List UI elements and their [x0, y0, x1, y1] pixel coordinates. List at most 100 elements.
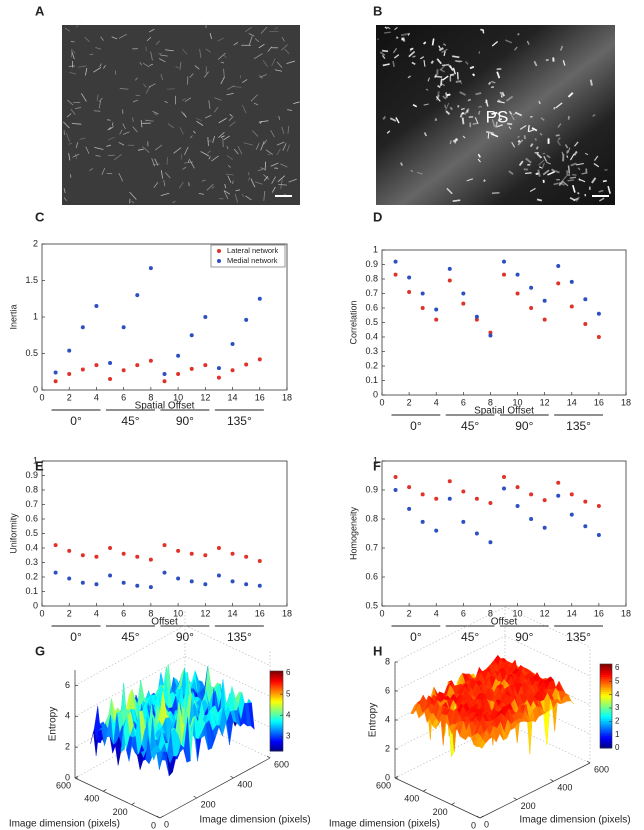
fiber	[263, 139, 268, 145]
fiber	[573, 197, 579, 202]
fiber	[204, 114, 212, 119]
fiber	[95, 47, 102, 50]
fiber	[223, 68, 225, 78]
y-tick-label: 0.6	[25, 513, 38, 523]
group-label: 90°	[515, 630, 533, 644]
fiber	[538, 100, 541, 105]
y-tick-label: 0.8	[365, 513, 378, 523]
fiber	[255, 143, 260, 150]
point	[474, 531, 479, 536]
colorbar-cell	[270, 693, 283, 696]
point	[420, 519, 425, 524]
colorbar-cell	[270, 739, 283, 742]
point	[474, 314, 479, 319]
fiber	[381, 49, 389, 53]
fiber	[160, 170, 163, 179]
colorbar-cell	[270, 715, 283, 718]
fiber	[562, 60, 566, 66]
z-tick-label: 2	[385, 743, 390, 753]
fiber	[464, 61, 469, 65]
fiber	[442, 75, 449, 81]
point	[434, 317, 439, 322]
fiber	[245, 195, 252, 201]
fiber	[143, 83, 147, 88]
fiber	[248, 36, 253, 46]
fiber	[447, 63, 452, 69]
colorbar-cell	[600, 680, 612, 684]
x-tick-label: 4	[94, 608, 99, 618]
point	[515, 503, 520, 508]
point	[393, 259, 398, 264]
fiber	[485, 130, 494, 135]
fiber	[410, 169, 414, 173]
point	[53, 570, 58, 575]
fiber	[505, 95, 514, 102]
fiber	[235, 189, 241, 192]
fiber	[99, 63, 102, 68]
fiber	[248, 176, 251, 181]
colorbar-cell	[600, 689, 612, 692]
colorbar-cell	[270, 727, 283, 730]
point	[420, 492, 425, 497]
point	[542, 498, 547, 503]
fiber	[567, 92, 574, 98]
fiber	[179, 127, 184, 135]
legend-label: Medial network	[227, 256, 278, 265]
x-axis-label: Offset	[151, 617, 178, 628]
y-tick-label: 200	[113, 807, 128, 817]
colorbar-cell	[270, 719, 283, 722]
fiber	[189, 135, 193, 139]
fiber	[145, 119, 154, 122]
fiber	[184, 146, 189, 156]
fiber	[68, 153, 71, 161]
z-axis-label: Entropy	[368, 703, 379, 737]
fiber	[226, 145, 229, 150]
fiber	[67, 99, 74, 106]
point	[461, 301, 466, 306]
legend-marker	[217, 259, 221, 263]
group-label: 0°	[70, 630, 82, 644]
colorbar-cell	[270, 689, 283, 692]
fiber	[452, 67, 457, 75]
x-axis-label: Image dimension (pixels)	[519, 815, 630, 826]
x-tick-label: 8	[148, 392, 153, 402]
fiber	[148, 83, 156, 88]
colorbar-cell	[600, 714, 612, 717]
fiber	[98, 100, 102, 109]
fiber	[220, 135, 225, 138]
y-tick-label: 0.3	[25, 557, 38, 567]
colorbar-cell	[270, 705, 283, 708]
point	[502, 259, 506, 264]
point	[529, 492, 534, 497]
fiber	[218, 117, 227, 124]
group-label: 0°	[410, 419, 422, 433]
fiber	[526, 40, 530, 45]
fiber	[101, 167, 106, 176]
fiber	[423, 103, 429, 106]
x-tick-label: 600	[594, 764, 609, 774]
colorbar-tick-label: 4	[615, 690, 620, 699]
fiber	[546, 161, 552, 165]
colorbar-cell	[600, 697, 612, 701]
fiber	[491, 119, 496, 128]
fiber	[439, 68, 446, 73]
fiber	[158, 58, 166, 63]
colorbar-cell	[600, 678, 612, 682]
colorbar-tick-label: 6	[286, 668, 291, 677]
point	[67, 548, 72, 553]
point	[515, 272, 520, 277]
colorbar-cell	[270, 749, 283, 752]
colorbar-cell	[270, 731, 283, 734]
fiber	[594, 155, 599, 161]
colorbar-cell	[600, 703, 612, 707]
group-label: 135°	[566, 630, 591, 644]
z-tick-label: 0	[385, 772, 390, 782]
y-tick-label: 0	[33, 384, 38, 394]
colorbar-tick-label: 1	[615, 730, 620, 739]
fiber	[79, 137, 86, 140]
colorbar-cell	[600, 676, 612, 680]
fiber	[173, 147, 182, 154]
fiber	[196, 120, 204, 126]
grid-line	[184, 656, 271, 697]
colorbar-cell	[600, 745, 612, 749]
